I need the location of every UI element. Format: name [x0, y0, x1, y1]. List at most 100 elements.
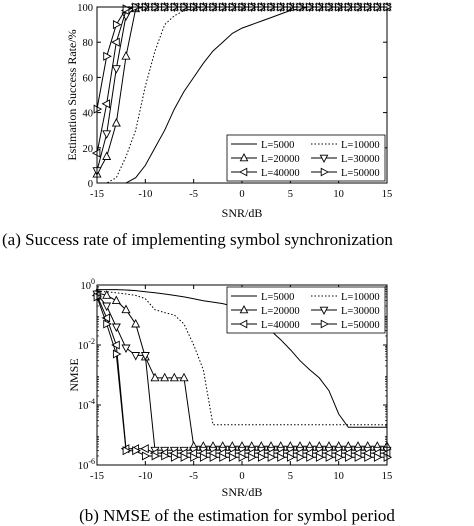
legend-item: L=5000: [231, 292, 294, 303]
data-point: [209, 452, 219, 462]
x-tick-label: 5: [288, 189, 293, 200]
series-l-50000: [93, 2, 393, 114]
data-point: [315, 452, 325, 462]
caption-b: (b) NMSE of the estimation for symbol pe…: [79, 506, 395, 525]
series-l-30000: [92, 290, 392, 456]
data-point: [248, 452, 257, 462]
legend: L=5000 L=10000 L=20000 L=30000 L=40000 L=5000…: [226, 286, 386, 334]
data-point: [131, 352, 141, 361]
y-tick-label: 0: [88, 179, 93, 190]
legend-item: L=50000: [311, 319, 380, 331]
x-tick-label: 10: [333, 471, 344, 482]
x-tick-label: -15: [90, 189, 104, 200]
data-point: [179, 372, 189, 382]
x-tick-label: 15: [382, 189, 393, 200]
data-point: [228, 452, 238, 462]
data-point: [111, 118, 121, 127]
data-point: [219, 452, 228, 462]
x-tick-label: -10: [138, 471, 152, 482]
y-tick-label: 10-6: [78, 457, 95, 472]
data-point: [170, 452, 180, 462]
y-axis-label: NMSE: [67, 358, 81, 391]
legend-item: L=10000: [311, 292, 380, 303]
y-tick-label: 80: [83, 38, 94, 49]
chart-nmse: -15 -10 -5 0 5 10 15 10-6 10-4 10-2 100 NMSE SNR/d…: [67, 277, 395, 525]
data-point: [364, 452, 373, 462]
legend-marker: [320, 167, 329, 177]
y-tick-label: 10-2: [78, 337, 95, 352]
data-point: [169, 372, 179, 382]
legend-label: L=50000: [341, 320, 380, 331]
legend-label: L=40000: [261, 320, 300, 331]
data-point: [199, 452, 209, 462]
y-axis-label: Estimation Success Rate/%: [65, 29, 79, 160]
data-point: [93, 104, 103, 114]
legend-label: L=5000: [261, 292, 294, 303]
x-tick-label: 0: [239, 471, 244, 482]
legend-item: L=5000: [231, 140, 294, 151]
legend-item: L=30000: [311, 306, 380, 317]
data-point: [160, 372, 170, 382]
data-point: [335, 452, 344, 462]
data-point: [161, 451, 170, 461]
legend-item: L=20000: [231, 153, 300, 165]
legend-marker: [319, 306, 329, 315]
data-point: [103, 319, 112, 329]
data-point: [383, 452, 393, 462]
data-point: [102, 130, 112, 139]
series-line: [97, 291, 387, 426]
data-point: [150, 372, 160, 382]
data-point: [102, 290, 112, 299]
data-point: [257, 452, 267, 462]
data-point: [132, 446, 141, 456]
x-tick-label: 10: [333, 189, 344, 200]
data-point: [354, 452, 364, 462]
data-point: [121, 344, 131, 354]
legend-item: L=50000: [311, 167, 380, 179]
data-point: [267, 452, 277, 462]
data-point: [286, 452, 296, 462]
data-point: [151, 451, 161, 461]
legend-marker: [239, 153, 249, 162]
legend-marker: [239, 305, 249, 314]
series-l-40000: [91, 2, 391, 158]
y-tick-label: 40: [83, 109, 94, 120]
x-tick-label: -5: [189, 471, 198, 482]
y-tick-label: 10-4: [78, 397, 95, 412]
legend-label: L=10000: [341, 292, 380, 303]
data-point: [121, 51, 131, 60]
data-point: [111, 65, 121, 74]
legend-label: L=10000: [341, 140, 380, 151]
data-point: [140, 444, 149, 454]
series-line: [96, 6, 387, 154]
data-point: [121, 304, 131, 314]
y-tick-label: 60: [83, 73, 94, 84]
legend-marker: [239, 167, 248, 177]
data-point: [296, 452, 306, 462]
data-point: [344, 452, 354, 462]
x-tick-label: -10: [138, 189, 152, 200]
data-point: [373, 452, 383, 462]
y-tick-label: 100: [81, 277, 96, 292]
legend-label: L=30000: [341, 306, 380, 317]
legend-item: L=40000: [231, 319, 300, 331]
legend-label: L=5000: [261, 140, 294, 151]
data-point: [180, 452, 190, 462]
data-point: [111, 323, 121, 333]
x-axis-label: SNR/dB: [222, 206, 263, 220]
data-point: [277, 452, 286, 462]
data-point: [102, 302, 112, 312]
data-point: [140, 352, 150, 361]
data-point: [101, 99, 111, 109]
legend-label: L=20000: [261, 154, 300, 165]
chart-success-rate: -15 -10 -5 0 5 10 15 0 20 40 60 80 100 Estimation Su…: [2, 1, 393, 249]
data-point: [325, 452, 335, 462]
legend-marker: [239, 319, 248, 329]
data-point: [91, 148, 101, 158]
data-point: [306, 452, 315, 462]
legend-marker: [320, 319, 329, 329]
data-point: [141, 451, 151, 461]
data-point: [112, 349, 122, 359]
data-point: [238, 452, 248, 462]
x-tick-label: 15: [382, 471, 393, 482]
